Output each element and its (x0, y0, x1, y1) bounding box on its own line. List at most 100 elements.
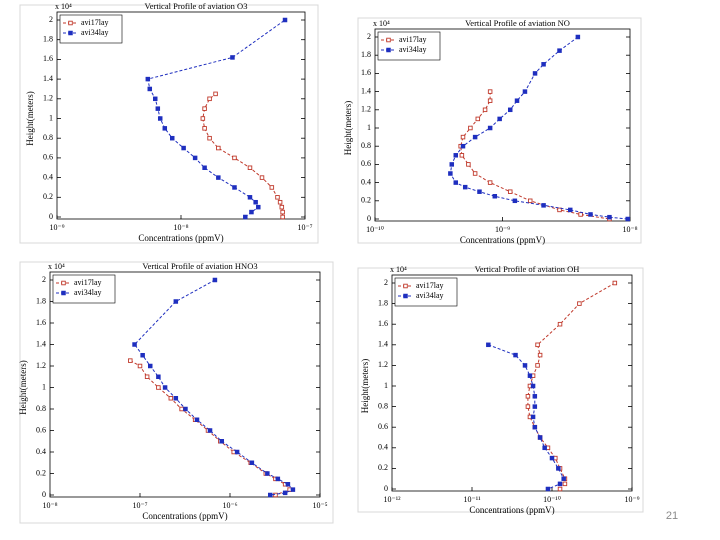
legend-label: avi17lay (81, 18, 109, 27)
y-tick-label: 0 (367, 214, 371, 223)
data-point (486, 342, 491, 348)
data-point (460, 134, 466, 140)
data-point (557, 321, 563, 327)
y-axis-label: Height(meters) (360, 359, 370, 413)
data-point (477, 189, 482, 194)
data-point (462, 184, 468, 190)
legend-label: avi34lay (74, 288, 102, 297)
y-tick-label: 1.6 (43, 54, 53, 63)
y-tick-label: 1.8 (36, 296, 46, 305)
data-point (612, 280, 618, 286)
series-line (202, 93, 284, 217)
data-point (259, 175, 265, 180)
data-point (487, 125, 493, 131)
data-point (532, 394, 538, 399)
data-point (557, 481, 563, 487)
legend-label: avi17lay (74, 278, 102, 287)
data-point (202, 126, 207, 131)
data-point (466, 162, 471, 167)
data-point (168, 396, 174, 401)
data-point (194, 417, 200, 423)
y-tick-label: 0.6 (43, 153, 53, 162)
data-point (162, 385, 168, 390)
data-point (147, 86, 153, 92)
y-tick-label: 0.2 (43, 192, 53, 201)
data-point (527, 373, 533, 378)
data-point (279, 204, 285, 210)
y-tick-label: 0.6 (36, 425, 46, 434)
data-point (537, 352, 543, 358)
y-tick-label: 1 (367, 123, 371, 132)
y-tick-label: 0.4 (361, 177, 371, 186)
data-point (482, 107, 488, 113)
data-point (532, 71, 538, 76)
data-point (192, 155, 198, 161)
data-point (497, 116, 502, 122)
data-point (137, 363, 143, 369)
data-point (162, 126, 168, 131)
chart-title: Vertical Profile of aviation NO (465, 18, 570, 28)
data-point (527, 198, 533, 204)
y-tick-label: 0.2 (36, 468, 46, 477)
data-point (530, 414, 536, 420)
data-point (144, 374, 150, 380)
chart-panel: 0 0.2 0.4 0.6 0.8 1 1.2 1.4 1.6 1.8 2 10⁻¹⁰ 10⁻⁹ 10⁻⁸… (343, 17, 642, 245)
chart-title: Vertical Profile of aviation O3 (145, 1, 248, 11)
data-point (173, 396, 179, 401)
data-point (535, 363, 540, 368)
data-point (256, 204, 261, 210)
data-point (625, 216, 630, 222)
data-point (290, 487, 296, 492)
data-point (562, 481, 568, 487)
legend-box (377, 31, 441, 61)
legend-marker (61, 280, 66, 286)
y-tick-label: 0.2 (378, 463, 388, 472)
x-tick-label: 10⁻⁸ (622, 225, 637, 234)
y-tick-label: 0 (49, 212, 53, 221)
data-point (557, 207, 562, 213)
data-point (568, 207, 573, 213)
data-point (140, 353, 145, 358)
data-point (267, 492, 273, 498)
y-tick-label: 1.4 (361, 86, 371, 95)
data-point (232, 185, 237, 190)
data-point (449, 162, 455, 167)
x-tick-label: 10⁻⁵ (312, 501, 327, 510)
data-point (472, 171, 478, 176)
legend-box (52, 274, 116, 304)
data-point (472, 134, 478, 140)
y-tick-label: 0 (384, 484, 388, 493)
data-point (282, 17, 288, 23)
data-point (202, 165, 207, 170)
y-tick-label: 2 (384, 278, 388, 287)
data-point (280, 214, 285, 220)
chart-title: Vertical Profile of aviation HNO3 (142, 261, 257, 271)
legend-marker (403, 293, 408, 299)
data-point (128, 358, 133, 363)
x-tick-label: 10⁻¹⁰ (366, 225, 384, 234)
data-point (232, 155, 237, 161)
y-tick-label: 1.2 (43, 94, 53, 103)
data-point (156, 385, 161, 390)
data-point (247, 165, 253, 170)
data-point (202, 106, 207, 111)
data-point (588, 212, 593, 217)
data-point (148, 363, 153, 369)
data-point (513, 352, 518, 358)
data-point (468, 125, 473, 131)
data-point (157, 116, 163, 121)
legend-label: avi34lay (416, 291, 444, 300)
y-axis-label: Height(meters) (18, 360, 28, 414)
y-tick-label: 2 (42, 275, 46, 284)
data-point (156, 374, 161, 380)
data-point (507, 189, 513, 194)
data-point (265, 471, 270, 476)
y-tick-label: 0.4 (36, 447, 46, 456)
data-point (545, 486, 551, 492)
data-point (132, 342, 137, 347)
x-axis-label: Concentrations (ppmV) (138, 233, 223, 243)
data-point (207, 96, 212, 102)
data-point (487, 180, 493, 185)
x-tick-label: 10⁻¹⁰ (543, 495, 561, 504)
